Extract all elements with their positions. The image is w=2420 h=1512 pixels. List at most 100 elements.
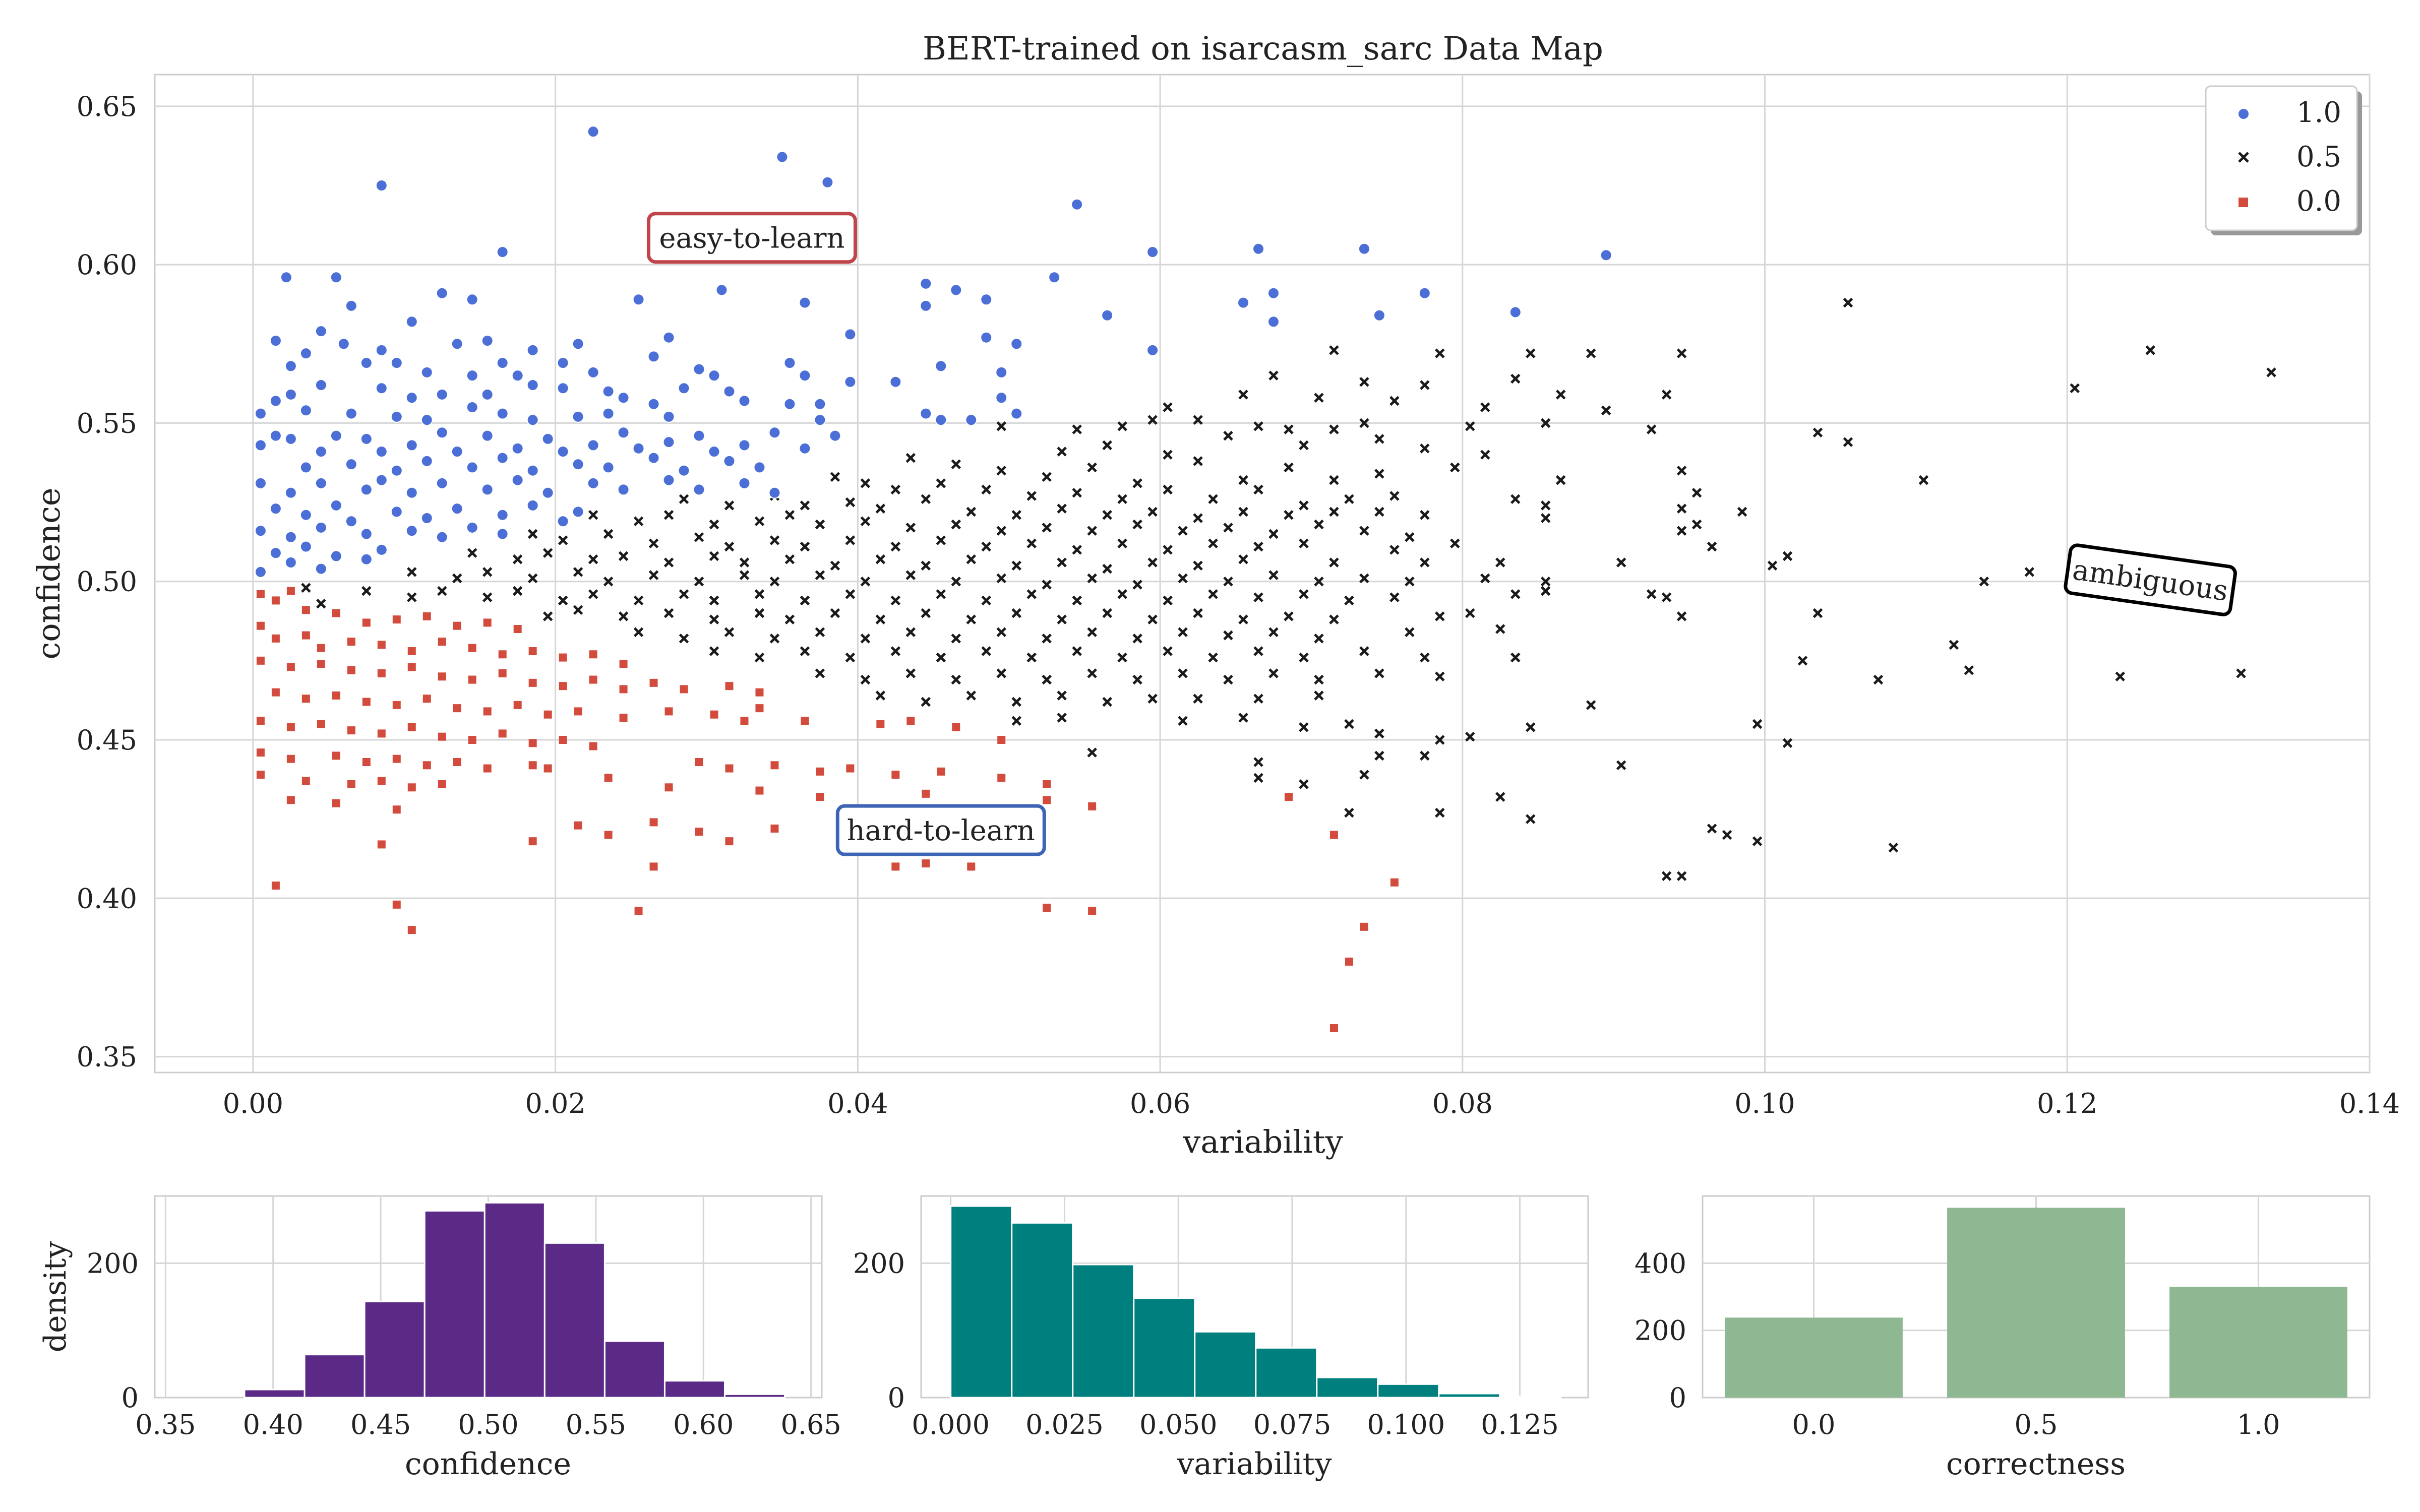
point-correctness-0-5 [573, 605, 583, 615]
point-correctness-0-5 [1722, 830, 1732, 840]
variability-histogram-x-tick-0-050: 0.050 [1139, 1409, 1218, 1440]
correctness-bar-chart-y-tick-400: 400 [1635, 1247, 1686, 1279]
point-correctness-1-0 [420, 414, 433, 426]
point-correctness-0-5 [1208, 538, 1218, 549]
point-correctness-1-0 [390, 506, 403, 518]
point-correctness-0-5 [1405, 532, 1415, 542]
point-correctness-0-5 [1661, 592, 1672, 602]
hard-to-learn-label-box [835, 804, 1046, 856]
point-correctness-0-5 [769, 535, 780, 545]
point-correctness-0-0 [664, 707, 673, 716]
point-correctness-0-5 [981, 595, 992, 606]
variability-histogram-bar [1133, 1297, 1196, 1399]
point-correctness-0-5 [1193, 415, 1203, 425]
point-correctness-0-0 [256, 590, 265, 598]
point-correctness-0-5 [936, 652, 946, 663]
point-correctness-0-0 [695, 828, 703, 836]
variability-histogram-bar [1011, 1222, 1074, 1399]
point-correctness-0-0 [301, 695, 310, 703]
point-correctness-0-5 [1329, 345, 1339, 355]
point-correctness-1-0 [662, 474, 675, 486]
easy-to-learn-label: easy-to-learn [646, 212, 857, 264]
point-correctness-0-5 [890, 646, 901, 656]
point-correctness-0-0 [1043, 780, 1051, 788]
point-correctness-0-5 [1072, 424, 1082, 434]
point-correctness-1-0 [375, 382, 388, 395]
point-correctness-0-5 [1072, 595, 1082, 606]
point-correctness-0-0 [922, 789, 930, 798]
point-correctness-0-5 [981, 541, 992, 552]
point-correctness-0-5 [996, 627, 1007, 638]
point-correctness-0-5 [1284, 510, 1294, 520]
point-correctness-0-0 [528, 647, 537, 655]
point-correctness-0-5 [860, 674, 871, 685]
point-correctness-0-5 [1359, 573, 1369, 584]
point-correctness-1-0 [1237, 296, 1250, 309]
point-correctness-0-5 [1510, 494, 1521, 505]
confidence-histogram-bar [304, 1354, 366, 1399]
point-correctness-1-0 [436, 426, 448, 439]
point-correctness-0-5 [512, 554, 523, 564]
point-correctness-1-0 [330, 271, 342, 284]
point-correctness-0-0 [377, 777, 386, 785]
point-correctness-0-5 [2115, 671, 2125, 682]
point-correctness-1-0 [466, 293, 478, 306]
point-correctness-0-5 [1540, 576, 1551, 587]
point-correctness-0-5 [1087, 462, 1097, 473]
point-correctness-0-5 [1178, 716, 1188, 726]
point-correctness-0-0 [332, 691, 340, 700]
scatter-x-tick-0-12: 0.12 [2037, 1088, 2097, 1119]
point-correctness-1-0 [254, 565, 267, 578]
point-correctness-0-5 [1132, 580, 1142, 590]
point-correctness-0-5 [951, 519, 961, 530]
point-correctness-1-0 [572, 506, 584, 518]
point-correctness-1-0 [1267, 287, 1280, 299]
point-correctness-0-5 [1359, 418, 1369, 428]
point-correctness-0-0 [286, 796, 295, 804]
confidence-histogram-x-tick-0-35: 0.35 [135, 1409, 196, 1440]
point-correctness-1-0 [693, 363, 705, 375]
point-correctness-1-0 [617, 483, 630, 496]
point-correctness-0-0 [392, 701, 401, 709]
point-correctness-0-5 [1676, 526, 1687, 536]
point-correctness-0-5 [1268, 570, 1279, 580]
point-correctness-0-5 [890, 484, 901, 495]
point-correctness-0-5 [694, 532, 704, 542]
point-correctness-0-5 [1253, 484, 1263, 495]
point-correctness-0-5 [1480, 450, 1490, 460]
point-correctness-0-5 [800, 595, 810, 606]
point-correctness-0-5 [1072, 545, 1082, 555]
point-correctness-0-5 [1026, 538, 1037, 549]
point-correctness-0-0 [483, 618, 492, 627]
point-correctness-1-0 [572, 458, 584, 471]
legend-label-1-0: 1.0 [2296, 96, 2341, 129]
point-correctness-0-5 [588, 589, 598, 599]
scatter-y-tick-0-60: 0.60 [77, 249, 137, 281]
point-correctness-0-5 [1707, 824, 1717, 834]
scatter-x-tick-0-10: 0.10 [1734, 1088, 1795, 1119]
point-correctness-0-5 [1601, 405, 1611, 416]
point-correctness-1-0 [647, 350, 660, 363]
point-correctness-0-5 [467, 548, 477, 558]
point-correctness-0-5 [1510, 589, 1521, 599]
scatter-gridlines [155, 75, 2371, 1073]
point-correctness-1-0 [935, 360, 947, 372]
point-correctness-1-0 [1358, 242, 1370, 255]
point-correctness-0-5 [966, 507, 977, 517]
point-correctness-0-5 [663, 557, 674, 568]
point-correctness-0-5 [1480, 573, 1490, 584]
point-correctness-0-5 [754, 516, 765, 527]
point-correctness-0-5 [1299, 500, 1309, 511]
point-correctness-1-0 [496, 357, 509, 369]
point-correctness-0-5 [437, 586, 447, 596]
point-correctness-0-0 [483, 764, 492, 773]
correctness-bar-1-0 [2169, 1287, 2347, 1398]
point-correctness-1-0 [715, 284, 728, 296]
point-correctness-0-0 [377, 729, 386, 738]
point-correctness-1-0 [405, 439, 418, 452]
correctness-bar-chart-x-tick-0-5: 0.5 [2015, 1409, 2058, 1440]
point-correctness-0-0 [392, 900, 401, 909]
confidence-histogram-bar [543, 1242, 606, 1399]
point-correctness-0-5 [951, 576, 961, 587]
point-correctness-0-5 [1586, 348, 1596, 358]
